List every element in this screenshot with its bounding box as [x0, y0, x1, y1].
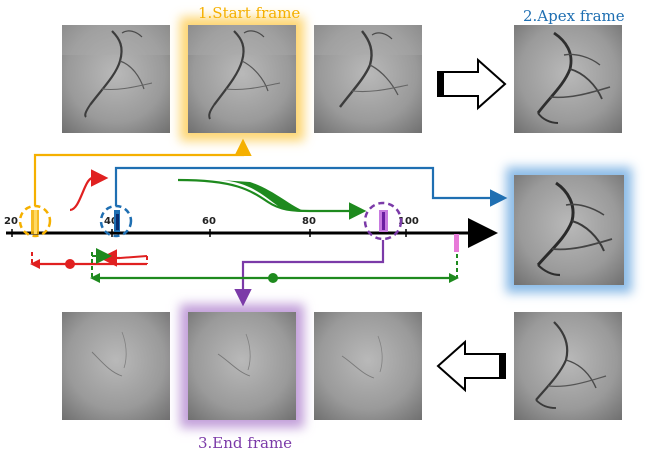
end-highlight-circle — [363, 201, 403, 241]
apex-frame-label: 2.Apex frame — [523, 7, 625, 25]
apex-frame — [514, 175, 624, 285]
angiogram-image — [314, 312, 422, 420]
angiogram-image — [62, 25, 170, 133]
end-frame-label: 3.End frame — [198, 434, 293, 452]
tick-label-100: 100 — [398, 216, 419, 227]
onset-curve — [69, 169, 109, 212]
angiogram-image — [314, 25, 422, 133]
apex-connector — [114, 166, 508, 207]
angiogram-image — [62, 312, 170, 420]
top-frame-2-start — [188, 25, 296, 133]
tick-label-20: 20 — [4, 216, 18, 227]
angiogram-image — [514, 312, 622, 420]
apex-marker-core — [116, 214, 119, 230]
angiogram-image — [514, 175, 624, 285]
bottom-frame-1 — [62, 312, 170, 420]
end-connector — [234, 240, 385, 307]
start-frame-label: 1.Start frame — [198, 4, 301, 22]
tick-label-80: 80 — [302, 216, 316, 227]
angiogram-image — [514, 25, 622, 133]
bottom-frame-4 — [514, 312, 622, 420]
hollow-right-arrow-icon — [437, 57, 507, 111]
bottom-frame-2-end — [188, 312, 296, 420]
onset-interval — [30, 249, 148, 269]
offset-marker — [454, 234, 459, 252]
bottom-frame-3 — [314, 312, 422, 420]
tick-label-40: 40 — [104, 216, 118, 227]
start-connector — [33, 138, 252, 206]
end-marker-core — [382, 212, 385, 230]
start-marker-core — [34, 210, 37, 234]
tick-label-60: 60 — [202, 216, 216, 227]
duration-interval — [90, 248, 459, 283]
hollow-left-arrow-icon — [436, 339, 506, 393]
sigmoid-fill — [220, 180, 306, 212]
top-frame-3 — [314, 25, 422, 133]
top-frame-4-apex-preview — [514, 25, 622, 133]
top-frame-1 — [62, 25, 170, 133]
timeline-axis — [6, 218, 498, 248]
angiogram-image — [188, 25, 296, 133]
angiogram-image — [188, 312, 296, 420]
